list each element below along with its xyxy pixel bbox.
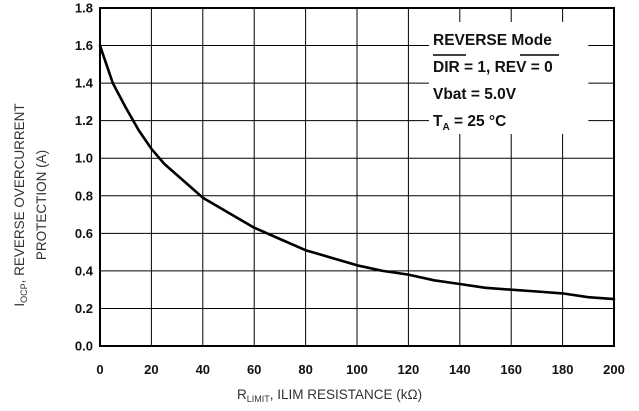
annotation-rev-value: = 0 [526,59,552,76]
x-tick-label: 160 [500,362,522,377]
plot-frame [99,7,615,347]
x-axis-label: RLIMIT, ILIM RESISTANCE (kΩ) [237,387,422,404]
annotation-temp-value: = 25 °C [450,113,507,130]
y-axis-label-line2: PROTECTION (A) [34,150,49,260]
y-tick-label: 0.6 [75,226,93,241]
x-tick-label: 0 [96,362,103,377]
x-axis-label-rest: , ILIM RESISTANCE (kΩ) [270,387,422,402]
annotation-temperature: TA = 25 °C [433,113,506,133]
annotation-temp-sub: A [442,122,449,133]
y-axis-label: IOCP, REVERSE OVERCURRENT PROTECTION (A) [12,103,49,306]
x-tick-label: 40 [196,362,210,377]
annotation-temp-symbol: T [433,113,443,130]
y-tick-label: 1.2 [75,113,93,128]
y-tick-label: 1.0 [75,151,93,166]
y-tick-label: 0.8 [75,188,93,203]
y-axis-label-sub: OCP [19,283,29,303]
y-tick-labels: 0.0 0.2 0.4 0.6 0.8 1.0 1.2 1.4 1.6 1.8 [75,1,94,354]
y-tick-label: 0.4 [75,263,94,278]
x-tick-label: 120 [398,362,420,377]
x-tick-label: 180 [552,362,574,377]
y-axis-label-main: I [12,303,27,307]
x-tick-labels: 0 20 40 60 80 100 120 140 160 180 200 [96,362,624,377]
annotation-dir-rev: DIR = 1, REV = 0 [433,59,553,76]
x-tick-label: 100 [346,362,368,377]
annotation-rev: REV [495,59,528,76]
annotation-mode: REVERSE Mode [433,32,552,49]
x-tick-label: 80 [298,362,312,377]
y-tick-label: 1.8 [75,1,93,16]
annotation-dir-value: = 1, [460,59,495,76]
y-tick-label: 0.0 [75,339,93,354]
annotation-vbat: Vbat = 5.0V [433,86,517,103]
annotation-dir: DIR [433,59,460,76]
y-tick-label: 1.4 [75,76,94,91]
annotation-background [428,22,589,134]
series-line [98,44,616,301]
x-tick-label: 200 [603,362,625,377]
x-tick-label: 20 [144,362,158,377]
y-axis-label-line1: IOCP, REVERSE OVERCURRENT [12,103,29,306]
x-axis-label-main: R [237,387,247,402]
x-axis-label-sub: LIMIT [247,394,271,404]
annotation: REVERSE Mode DIR = 1, REV = 0 Vbat = 5.0… [433,32,559,133]
y-tick-label: 1.6 [75,38,93,53]
x-tick-label: 60 [247,362,261,377]
y-axis-label-rest: , REVERSE OVERCURRENT [12,103,27,283]
y-tick-label: 0.2 [75,301,93,316]
x-tick-label: 140 [449,362,471,377]
